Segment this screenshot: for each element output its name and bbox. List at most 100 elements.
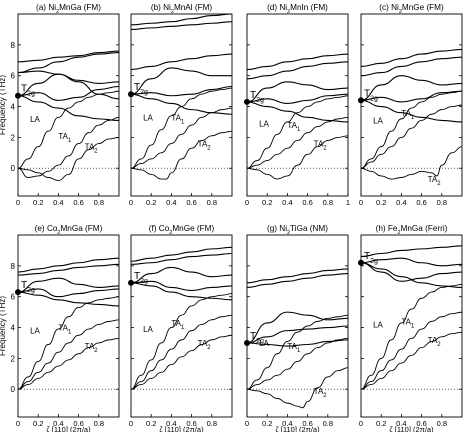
t2g-point <box>15 289 21 296</box>
plot-frame <box>130 234 233 418</box>
x-tick-label: 1 <box>346 198 350 207</box>
ta1-label: TA1 <box>287 342 301 354</box>
t2g-point <box>358 97 364 104</box>
y-axis-title: Frequency (THz) <box>0 296 7 356</box>
series-line <box>17 319 120 390</box>
la-label: LA <box>143 113 153 122</box>
x-tick-label: 0.4 <box>53 419 63 428</box>
ta1-label: TA1 <box>171 319 185 331</box>
x-tick-label: 0.2 <box>33 198 43 207</box>
t2g-point <box>244 339 250 346</box>
series-line <box>246 93 349 105</box>
x-tick-label: 0.6 <box>186 419 196 428</box>
x-tick-label: 0.4 <box>282 198 292 207</box>
t2g-point <box>15 92 21 99</box>
panel-title: (f) Co2MnGe (FM) <box>149 224 215 236</box>
series-line <box>130 246 233 262</box>
series-line <box>360 262 463 282</box>
y-tick-label: 6 <box>11 293 16 302</box>
series-line <box>360 104 463 169</box>
series-line <box>17 291 120 307</box>
series-line <box>17 73 120 97</box>
series-line <box>246 135 349 180</box>
series-line <box>130 85 233 97</box>
x-tick-label: 0.6 <box>73 198 83 207</box>
series-line <box>246 325 349 344</box>
ta2-label: TA2 <box>428 175 442 187</box>
x-tick-label: 0.8 <box>437 198 447 207</box>
series-line <box>246 273 349 288</box>
series-line <box>17 52 120 74</box>
series-line <box>246 101 349 123</box>
la-label: LA <box>30 115 40 124</box>
x-tick-label: 0 <box>359 419 363 428</box>
t2g-point <box>358 259 364 266</box>
x-tick-label: 0.8 <box>437 419 447 428</box>
y-tick-label: 6 <box>11 72 16 81</box>
x-tick-label: 0.2 <box>376 419 386 428</box>
y-tick-label: 8 <box>11 41 16 50</box>
x-tick-label: 0.4 <box>282 419 292 428</box>
series-line <box>360 146 463 180</box>
t2g-point <box>244 98 250 105</box>
y-tick-label: 0 <box>11 164 16 173</box>
series-line <box>17 85 120 101</box>
la-label: LA <box>143 325 153 334</box>
x-tick-label: 0.2 <box>376 198 386 207</box>
series-line <box>17 288 120 298</box>
x-axis-title: ζ [110] (2π/a) <box>159 425 204 432</box>
series-line <box>130 107 233 169</box>
series-line <box>17 136 120 182</box>
series-line <box>130 93 233 115</box>
ta1-label: TA1 <box>58 132 72 144</box>
series-line <box>360 245 463 258</box>
x-tick-label: 0.8 <box>207 198 217 207</box>
series-line <box>130 252 233 265</box>
la-label: LA <box>373 117 383 126</box>
series-line <box>17 277 120 293</box>
series-line <box>246 367 349 409</box>
series-line <box>17 296 120 390</box>
x-tick-label: 0.2 <box>146 419 156 428</box>
series-line <box>130 266 233 284</box>
series-line <box>360 331 463 390</box>
series-line <box>246 116 349 169</box>
series-line <box>130 334 233 390</box>
x-tick-label: 0.4 <box>166 419 176 428</box>
series-line <box>17 257 120 273</box>
x-axis-title: ζ [110] (2π/a) <box>275 425 320 432</box>
la-label: LA <box>259 120 269 129</box>
x-tick-label: 0.4 <box>166 198 176 207</box>
panel-title: (a) Ni2MnGa (FM) <box>36 3 101 15</box>
panel-title: (d) Ni2MnIn (FM) <box>267 3 328 15</box>
x-tick-label: 0.2 <box>33 419 43 428</box>
x-tick-label: 0.8 <box>94 419 104 428</box>
x-axis-title: ζ [110] (2π/a) <box>46 425 91 432</box>
x-tick-label: 0.6 <box>416 419 426 428</box>
x-tick-label: 0 <box>245 419 249 428</box>
x-tick-label: 0.6 <box>73 419 83 428</box>
series-line <box>17 50 120 63</box>
series-line <box>360 257 463 267</box>
y-tick-label: 4 <box>11 324 16 333</box>
x-tick-label: 0.4 <box>396 198 406 207</box>
series-line <box>130 280 233 292</box>
series-line <box>360 75 463 101</box>
series-line <box>130 314 233 390</box>
ta2-label: TA2 <box>198 140 212 152</box>
x-tick-label: 0.6 <box>302 198 312 207</box>
plot-frame <box>17 234 120 418</box>
y-axis-title: Frequency (THz) <box>0 75 7 135</box>
series-line <box>246 314 349 390</box>
series-line <box>360 56 463 77</box>
series-line <box>17 90 120 169</box>
ta2-label: TA2 <box>314 387 328 399</box>
la-label: LA <box>373 321 383 330</box>
panel-title: (g) Ni2TiGa (NM) <box>267 224 328 236</box>
